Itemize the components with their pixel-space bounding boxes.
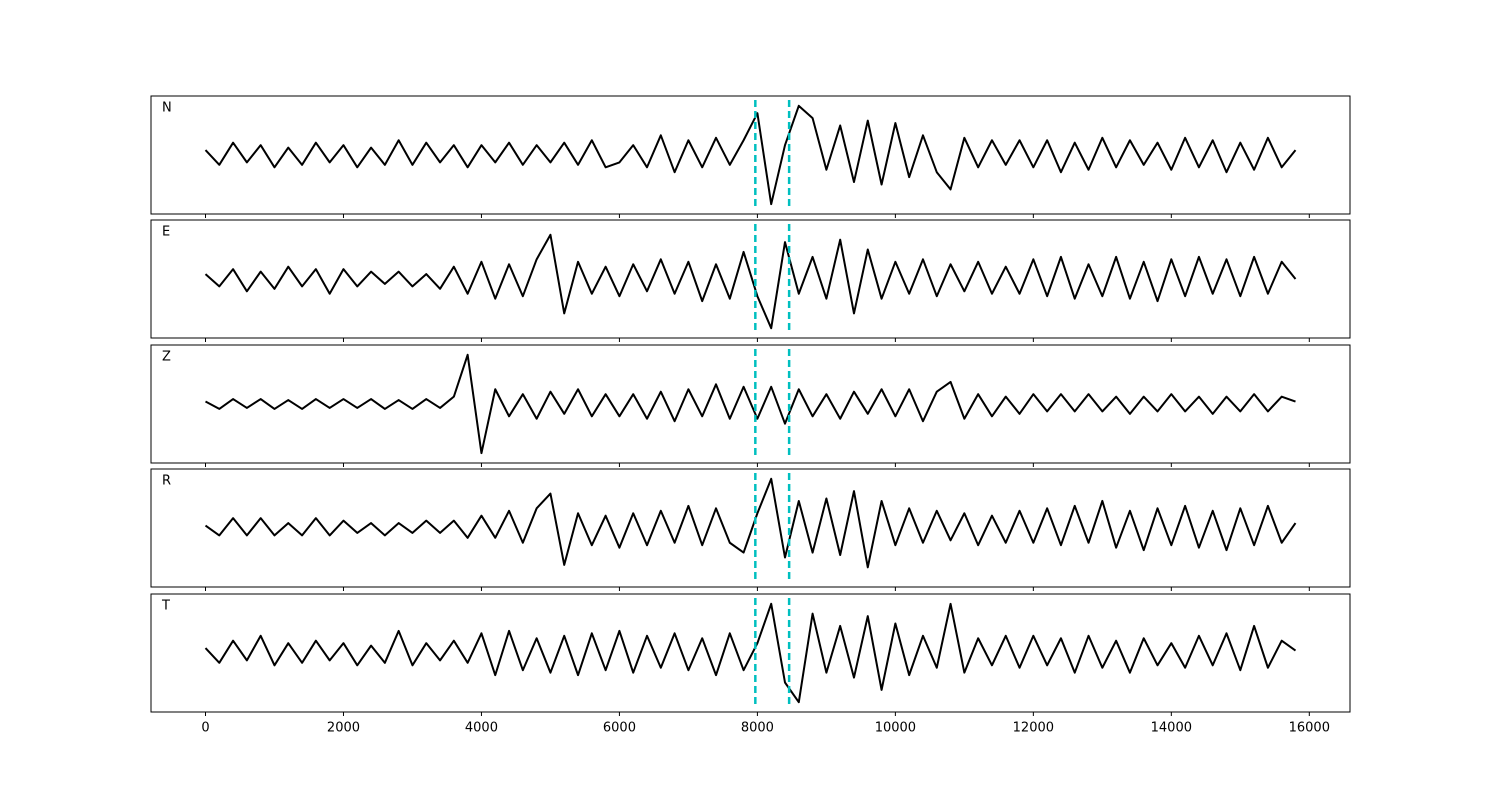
panel-frame bbox=[150, 468, 1351, 588]
trace-label: Z bbox=[162, 350, 171, 365]
panel-frame bbox=[150, 344, 1351, 464]
trace-label: N bbox=[162, 101, 172, 116]
trace-label: E bbox=[162, 225, 170, 240]
x-tick-label: 0 bbox=[201, 721, 209, 736]
trace-label: R bbox=[162, 474, 171, 489]
trace bbox=[204, 233, 1297, 330]
x-tick-label: 8000 bbox=[741, 721, 774, 736]
trace bbox=[204, 104, 1297, 206]
trace-label: T bbox=[161, 599, 170, 614]
panel-frame bbox=[150, 593, 1351, 713]
x-tick-label: 14000 bbox=[1151, 721, 1192, 736]
x-tick-label: 4000 bbox=[465, 721, 498, 736]
x-tick-label: 2000 bbox=[327, 721, 360, 736]
trace bbox=[205, 353, 1296, 455]
x-tick-label: 10000 bbox=[875, 721, 916, 736]
trace bbox=[204, 602, 1297, 704]
panel-frame bbox=[150, 95, 1351, 215]
panel-frame bbox=[150, 219, 1351, 339]
trace bbox=[204, 477, 1297, 569]
x-tick-label: 12000 bbox=[1013, 721, 1054, 736]
x-tick-label: 16000 bbox=[1289, 721, 1330, 736]
x-tick-label: 6000 bbox=[603, 721, 636, 736]
